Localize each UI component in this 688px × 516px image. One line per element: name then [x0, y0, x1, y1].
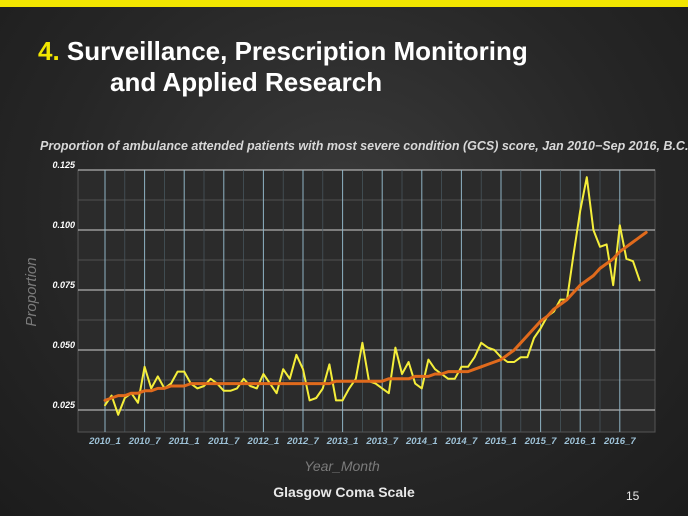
- x-tick-label: 2011_7: [207, 436, 240, 447]
- series-layer: [103, 176, 648, 416]
- top-accent-bar: [0, 0, 688, 7]
- x-tick-label: 2016_7: [603, 436, 636, 447]
- chart-title: Proportion of ambulance attended patient…: [40, 139, 688, 153]
- x-tick-label: 2013_1: [326, 436, 359, 447]
- x-tick-label: 2016_1: [563, 436, 596, 447]
- slide-title: 4. Surveillance, Prescription Monitoring…: [38, 36, 528, 98]
- x-tick-label: 2014_7: [445, 436, 478, 447]
- x-tick-label: 2012_7: [286, 436, 319, 447]
- slide-title-line1: Surveillance, Prescription Monitoring: [66, 36, 528, 66]
- x-tick-label: 2010_7: [128, 436, 161, 447]
- x-tick-label: 2015_7: [524, 436, 557, 447]
- x-tick-labels: 2010_1 2010_7 2011_1 2011_7 2012_1 2012_7 2013…: [88, 436, 636, 447]
- x-tick-label: 2013_7: [365, 436, 398, 447]
- y-tick-label: 0.125: [52, 160, 76, 170]
- y-tick-label: 0.025: [52, 400, 76, 410]
- slide-title-number: 4.: [38, 36, 60, 66]
- page-number: 15: [626, 489, 640, 503]
- horizontal-gridlines: [78, 169, 655, 411]
- x-tick-label: 2011_1: [168, 436, 200, 447]
- y-tick-labels: 0.025 0.050 0.075 0.100 0.125: [52, 160, 76, 410]
- slide-title-line2: and Applied Research: [110, 67, 383, 97]
- x-tick-label: 2010_1: [88, 436, 121, 447]
- x-axis-label: Year_Month: [304, 458, 380, 474]
- y-tick-label: 0.050: [52, 340, 75, 350]
- x-tick-label: 2015_1: [484, 436, 517, 447]
- footer-label: Glasgow Coma Scale: [273, 484, 415, 500]
- x-tick-label: 2014_1: [405, 436, 438, 447]
- y-tick-label: 0.075: [52, 280, 76, 290]
- y-axis-label: Proportion: [23, 257, 40, 326]
- x-tick-label: 2012_1: [247, 436, 280, 447]
- y-tick-label: 0.100: [52, 220, 75, 230]
- series-line-trend: [103, 230, 648, 402]
